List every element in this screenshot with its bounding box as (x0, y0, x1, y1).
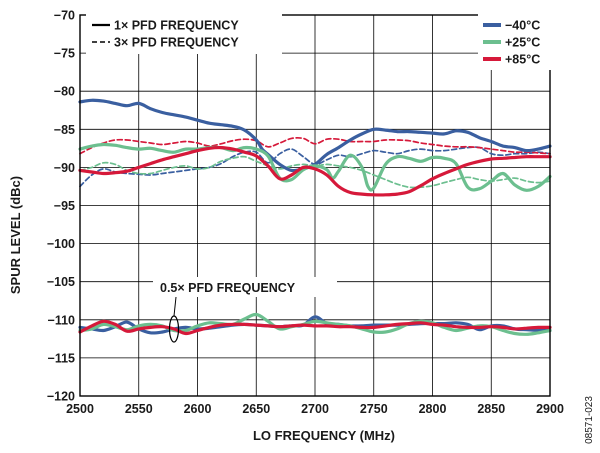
x-tick-label: 2800 (419, 402, 447, 416)
series-line-0-5-pfd-frequency-85-c (78, 319, 552, 336)
y-tick-label: −70 (54, 9, 75, 23)
annotation-ellipse (168, 315, 180, 343)
series-line-3-pfd-frequency-85-c (79, 136, 551, 155)
plot-frame (79, 14, 551, 397)
y-tick-label: −80 (54, 85, 75, 99)
style-legend-background (86, 12, 282, 54)
series-line-1-pfd-frequency-25-c (78, 142, 552, 192)
x-tick-label: 2650 (242, 402, 270, 416)
annotation-leader-line (173, 296, 177, 317)
series-line-1-pfd-frequency-85-c (78, 145, 552, 197)
annotation-label: 0.5× PFD FREQUENCY (160, 281, 296, 295)
style-legend-entry-1x: 1× PFD FREQUENCY (114, 19, 239, 33)
x-axis-title: LO FREQUENCY (MHz) (253, 428, 395, 443)
tick-labels: 2500 2550 2600 2650 2700 2750 2800 2850 2900 −70 −… (47, 9, 564, 417)
y-tick-label: −85 (54, 123, 75, 137)
x-tick-label: 2850 (477, 402, 505, 416)
x-tick-label: 2700 (301, 402, 329, 416)
y-tick-label: −75 (54, 47, 75, 61)
temperature-legend-entry-plus85: +85°C (505, 53, 540, 67)
y-tick-label: −110 (48, 313, 76, 327)
half-pfd-annotation: 0.5× PFD FREQUENCY (153, 277, 337, 343)
x-tick-label: 2500 (66, 402, 94, 416)
y-tick-label: −105 (47, 275, 75, 289)
x-tick-label: 2750 (360, 402, 388, 416)
y-tick-label: −90 (54, 161, 75, 175)
style-legend: 1× PFD FREQUENCY 3× PFD FREQUENCY (86, 12, 282, 54)
y-tick-label: −95 (54, 199, 75, 213)
x-tick-label: 2600 (184, 402, 212, 416)
temperature-legend-entry-plus25: +25°C (505, 36, 540, 50)
temperature-legend: −40°C +25°C +85°C (478, 12, 552, 70)
annotation-background (153, 277, 337, 297)
temperature-legend-entry-minus40: −40°C (505, 19, 540, 33)
y-tick-label: −120 (47, 390, 75, 404)
style-legend-entry-3x: 3× PFD FREQUENCY (114, 36, 239, 50)
series-group (78, 98, 552, 336)
x-tick-label: 2550 (125, 402, 153, 416)
y-tick-label: −115 (48, 351, 76, 365)
x-tick-label: 2900 (536, 402, 564, 416)
y-tick-label: −100 (47, 237, 75, 251)
y-axis-title: SPUR LEVEL (dBc) (8, 176, 23, 294)
figure-id: 08571-023 (584, 396, 595, 444)
